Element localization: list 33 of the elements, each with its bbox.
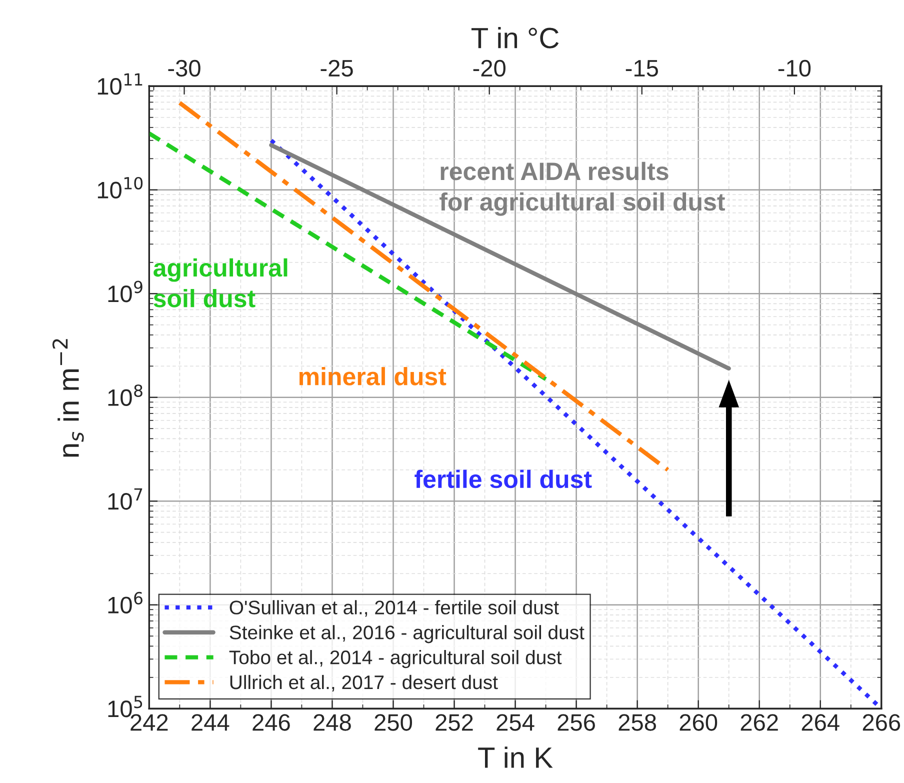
legend-label: O'Sullivan et al., 2014 - fertile soil dust	[230, 600, 559, 617]
x-tick-label: 254	[496, 714, 534, 731]
x-tick-label: 252	[436, 714, 473, 731]
x-tick-label: 250	[374, 714, 412, 731]
legend-label: Tobo et al., 2014 - agricultural soil dust	[229, 650, 562, 668]
y-tick-label: 10$^{10}$	[98, 176, 143, 198]
x2-tick-label: -15	[626, 60, 658, 77]
y-tick-label: 10$^{7}$	[108, 488, 142, 510]
x-tick-label: 258	[618, 714, 656, 731]
x-tick-label: 244	[192, 714, 230, 731]
legend-label: Steinke et al., 2016 - agricultural soil dust	[230, 625, 584, 644]
y-tick-label: 10$^{6}$	[108, 592, 142, 614]
annotation: agricultural soil dust	[154, 258, 288, 308]
y-tick-label: 10$^{11}$	[98, 73, 142, 95]
x2-tick-label: -30	[168, 60, 200, 77]
x-tick-label: 248	[314, 714, 351, 731]
x-tick-label: 246	[252, 714, 290, 731]
x-tick-label: 260	[680, 714, 718, 731]
annotation: mineral dust	[299, 367, 446, 386]
x-axis-title: T in K	[478, 746, 553, 768]
x-tick-label: 262	[740, 714, 778, 731]
x2-tick-label: -20	[473, 60, 506, 77]
x-tick-label: 264	[802, 714, 840, 731]
x2-tick-label: -25	[320, 60, 353, 77]
x-tick-label: 266	[862, 714, 900, 731]
annotation: fertile soil dust	[414, 470, 592, 488]
x-tick-label: 256	[558, 714, 595, 731]
y-tick-label: 10$^{8}$	[108, 384, 142, 406]
x2-tick-label: -10	[778, 60, 811, 77]
legend-label: Ullrich et al., 2017 - desert dust	[230, 674, 498, 692]
y-tick-label: 10$^{9}$	[108, 280, 142, 302]
y-axis-title: n$_{s}$ in m$^{−2}$	[52, 339, 84, 457]
x2-axis-title: T in °C	[471, 27, 559, 48]
